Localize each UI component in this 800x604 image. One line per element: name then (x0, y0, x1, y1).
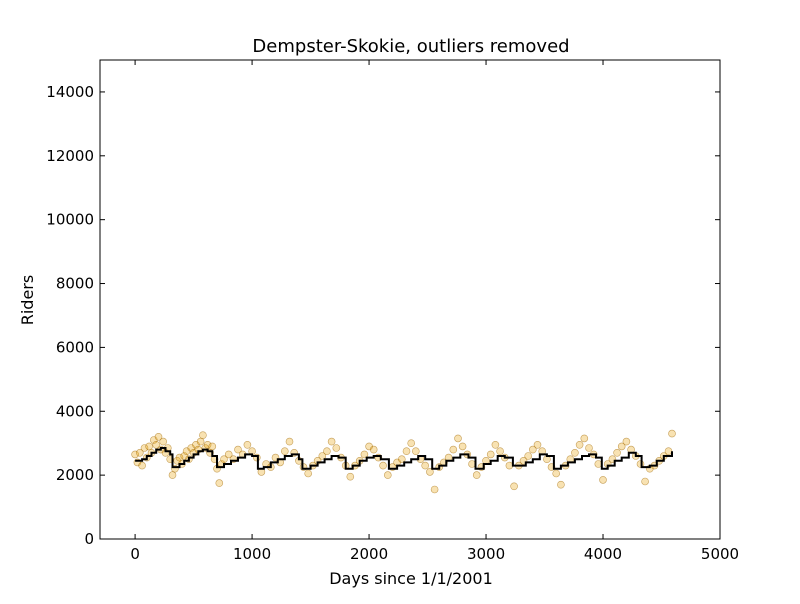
data-point (383, 471, 392, 479)
x-tick-label: 1000 (233, 545, 271, 563)
y-tick-label: 14000 (46, 83, 94, 101)
data-point (458, 442, 467, 451)
data-point (224, 450, 233, 459)
y-tick-label: 6000 (56, 338, 94, 356)
data-point (505, 461, 514, 470)
x-tick-label: 3000 (467, 545, 505, 563)
data-point (664, 447, 673, 456)
plot-area (100, 60, 720, 539)
y-tick-label: 8000 (56, 275, 94, 293)
data-point (491, 440, 500, 449)
data-point (154, 432, 163, 441)
data-point (199, 431, 207, 440)
data-point (557, 480, 565, 489)
data-point (318, 452, 327, 460)
data-point (510, 482, 518, 491)
data-point (234, 445, 242, 454)
data-point (496, 447, 504, 456)
data-point (215, 479, 224, 487)
x-tick-label: 0 (130, 545, 140, 563)
data-point (468, 460, 476, 468)
data-point (454, 434, 462, 443)
data-point (594, 460, 603, 468)
data-point (152, 440, 160, 449)
data-point (131, 450, 139, 459)
y-tick-label: 12000 (46, 147, 94, 165)
data-point (332, 444, 341, 452)
y-tick-label: 2000 (56, 466, 94, 484)
data-point (472, 471, 481, 479)
x-tick-label: 5000 (701, 545, 739, 563)
data-point (622, 437, 631, 446)
data-point (407, 439, 416, 448)
data-point (668, 429, 676, 438)
data-point (411, 447, 420, 456)
data-point (360, 450, 369, 459)
data-point (402, 447, 411, 456)
data-point (613, 448, 621, 457)
data-point (243, 440, 252, 449)
data-point (449, 445, 458, 454)
x-tick-label: 4000 (584, 545, 622, 563)
data-point (397, 455, 406, 464)
data-point (208, 442, 217, 451)
data-point (528, 445, 537, 454)
plot-frame (99, 59, 721, 540)
data-point (280, 447, 289, 456)
y-tick-label: 0 (84, 530, 94, 548)
y-tick-label: 4000 (56, 402, 94, 420)
data-point (585, 444, 593, 452)
chart-title: Dempster-Skokie, outliers removed (252, 36, 569, 57)
data-point (426, 468, 434, 476)
data-point (379, 461, 387, 470)
data-point (486, 450, 495, 459)
data-point (196, 437, 205, 446)
x-tick-label: 2000 (350, 545, 388, 563)
data-point (203, 440, 212, 449)
data-point (140, 444, 149, 452)
data-point (533, 440, 542, 449)
y-axis-label: Riders (18, 275, 37, 325)
data-point (641, 477, 649, 486)
data-point (220, 455, 228, 464)
data-point (580, 434, 589, 443)
data-point (327, 437, 336, 446)
data-point (617, 442, 626, 451)
data-point (571, 448, 579, 457)
data-point (346, 472, 355, 481)
data-point (285, 437, 294, 446)
data-point (599, 476, 607, 484)
data-point (159, 437, 167, 446)
line-layer (135, 447, 673, 470)
data-point (138, 461, 146, 470)
data-point (575, 440, 584, 449)
data-point (369, 445, 378, 454)
trend-line (135, 447, 673, 470)
data-point (168, 471, 177, 479)
y-tick-label: 10000 (46, 211, 94, 229)
data-point (430, 485, 439, 494)
x-axis-label: Days since 1/1/2001 (329, 569, 493, 588)
data-point (136, 448, 144, 457)
data-point (421, 461, 430, 470)
data-point (304, 469, 313, 478)
data-point (524, 452, 533, 460)
data-point (552, 469, 561, 478)
data-point (145, 442, 153, 451)
ticks-layer: 0 1000 2000 3000 4000 5000 0 2000 4000 6000 8000 10… (46, 60, 739, 563)
data-point (323, 447, 331, 456)
